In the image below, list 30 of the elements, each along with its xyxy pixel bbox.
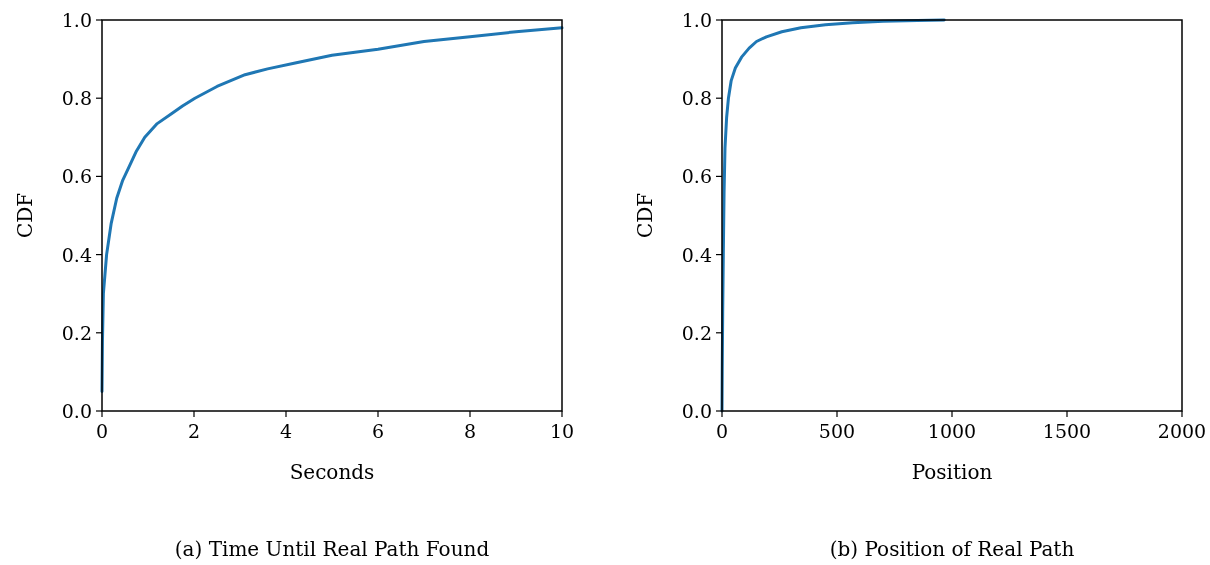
- x-tick-label: 10: [549, 420, 575, 442]
- y-tick-label: 1.0: [681, 9, 712, 31]
- y-tick-label: 0.6: [61, 165, 92, 188]
- x-tick-label: 500: [818, 420, 856, 442]
- y-tick-label: 0.2: [61, 321, 92, 344]
- x-tick-label: 8: [463, 420, 477, 442]
- y-axis-title: CDF: [13, 192, 37, 239]
- y-tick-label: 0.0: [61, 400, 92, 422]
- y-axis-title: CDF: [633, 192, 657, 239]
- x-axis-title: Seconds: [289, 460, 375, 484]
- y-tick-label: 0.8: [61, 87, 92, 110]
- x-tick-label: 6: [371, 420, 385, 442]
- text: (b) Position of Real Path: [829, 537, 1075, 561]
- y-tick-label: 0.2: [681, 321, 712, 344]
- x-tick-label: 4: [279, 420, 293, 442]
- x-axis-title: Position: [911, 460, 993, 484]
- y-tick-label: 0.4: [681, 243, 712, 266]
- x-tick-label: 0: [95, 420, 109, 442]
- y-tick-label: 0.4: [61, 243, 92, 266]
- x-tick-label: 2: [187, 420, 201, 442]
- y-tick-label: 1.0: [61, 9, 92, 31]
- y-tick-label: 0.0: [681, 400, 712, 422]
- line-series: [720, 18, 946, 413]
- x-tick-label: 1000: [927, 420, 977, 442]
- text: (a) Time Until Real Path Found: [174, 537, 490, 561]
- x-tick-label: 2000: [1157, 420, 1207, 442]
- y-tick-label: 0.8: [681, 87, 712, 110]
- x-tick-label: 0: [715, 420, 729, 442]
- x-tick-label: 1500: [1042, 420, 1092, 442]
- y-tick-label: 0.6: [681, 165, 712, 188]
